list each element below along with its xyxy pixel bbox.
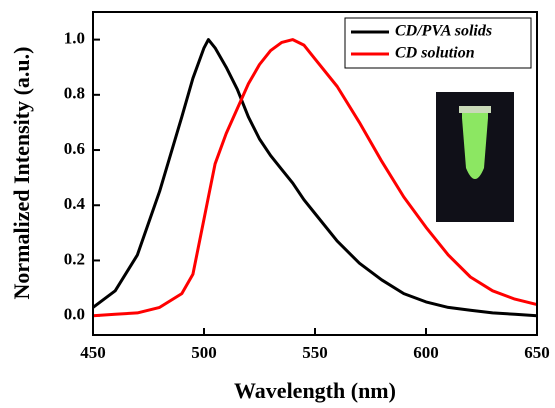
legend-label: CD solution (395, 45, 475, 62)
data-line (92, 38, 538, 318)
x-tick-label: 600 (413, 343, 439, 362)
x-tick-label: 550 (302, 343, 328, 362)
legend-box (344, 17, 532, 69)
data-line (92, 38, 538, 318)
inset-photo (436, 92, 514, 222)
y-tick-label: 0.8 (64, 84, 85, 103)
y-tick-label: 0.6 (64, 139, 85, 158)
y-tick-label: 0.4 (64, 194, 86, 213)
x-tick-label: 650 (524, 343, 550, 362)
legend-label: CD/PVA solids (395, 23, 492, 40)
y-tick-label: 0.0 (64, 305, 85, 324)
x-axis-title: Wavelength (nm) (234, 378, 396, 403)
x-tick-label: 500 (191, 343, 217, 362)
plot-frame (92, 11, 538, 336)
y-tick-label: 0.2 (64, 249, 85, 268)
x-tick-label: 450 (80, 343, 106, 362)
y-axis-title: Normalized Intensity (a.u.) (9, 47, 34, 300)
y-tick-label: 1.0 (64, 29, 85, 48)
